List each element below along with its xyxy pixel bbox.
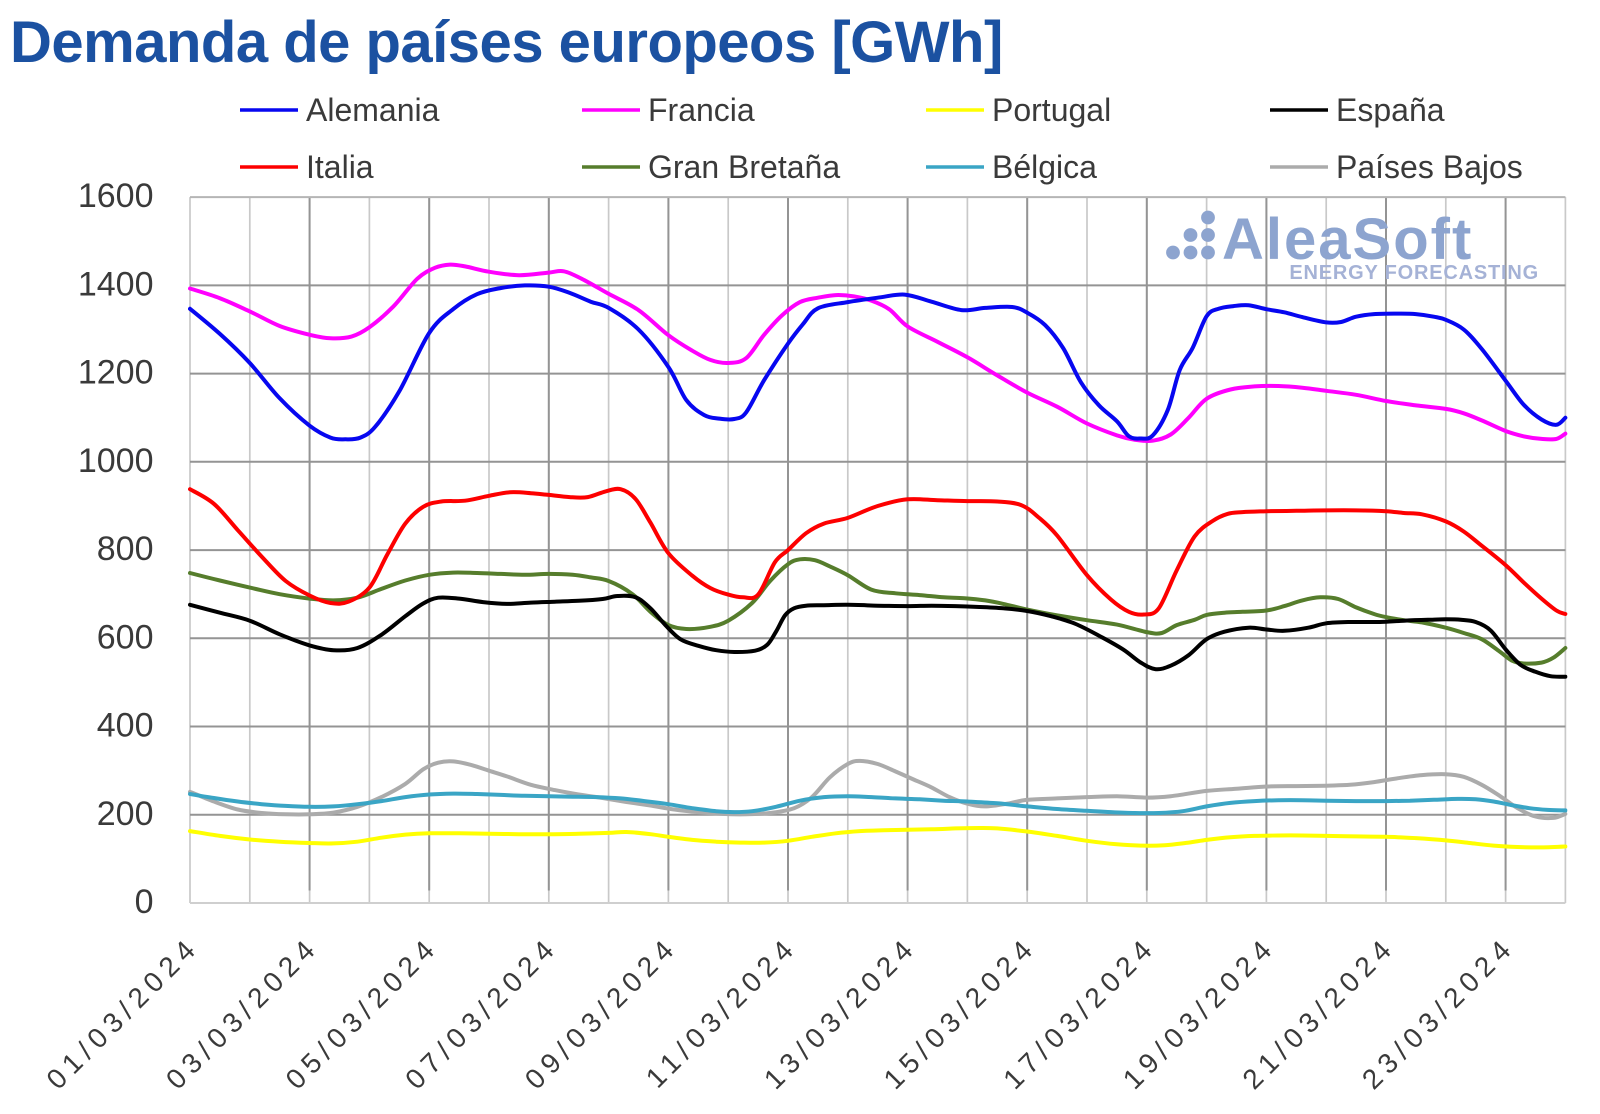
svg-text:600: 600 bbox=[97, 618, 154, 656]
svg-text:1400: 1400 bbox=[78, 265, 154, 303]
svg-text:Portugal: Portugal bbox=[992, 92, 1111, 128]
svg-text:ENERGY FORECASTING: ENERGY FORECASTING bbox=[1289, 262, 1539, 284]
svg-text:200: 200 bbox=[97, 795, 154, 833]
svg-text:1200: 1200 bbox=[78, 354, 154, 392]
svg-text:AleaSoft: AleaSoft bbox=[1222, 207, 1473, 272]
svg-text:Bélgica: Bélgica bbox=[992, 149, 1097, 185]
svg-text:Países Bajos: Países Bajos bbox=[1336, 149, 1523, 185]
svg-text:Gran Bretaña: Gran Bretaña bbox=[648, 149, 840, 185]
svg-text:Demanda de países europeos [GW: Demanda de países europeos [GWh] bbox=[10, 10, 1003, 75]
svg-text:1600: 1600 bbox=[78, 177, 154, 215]
svg-text:1000: 1000 bbox=[78, 442, 154, 480]
svg-text:Alemania: Alemania bbox=[306, 92, 440, 128]
svg-text:España: España bbox=[1336, 92, 1445, 128]
svg-text:Italia: Italia bbox=[306, 149, 374, 185]
svg-text:Francia: Francia bbox=[648, 92, 755, 128]
svg-text:400: 400 bbox=[97, 707, 154, 745]
svg-text:0: 0 bbox=[135, 883, 154, 921]
svg-text:800: 800 bbox=[97, 530, 154, 568]
